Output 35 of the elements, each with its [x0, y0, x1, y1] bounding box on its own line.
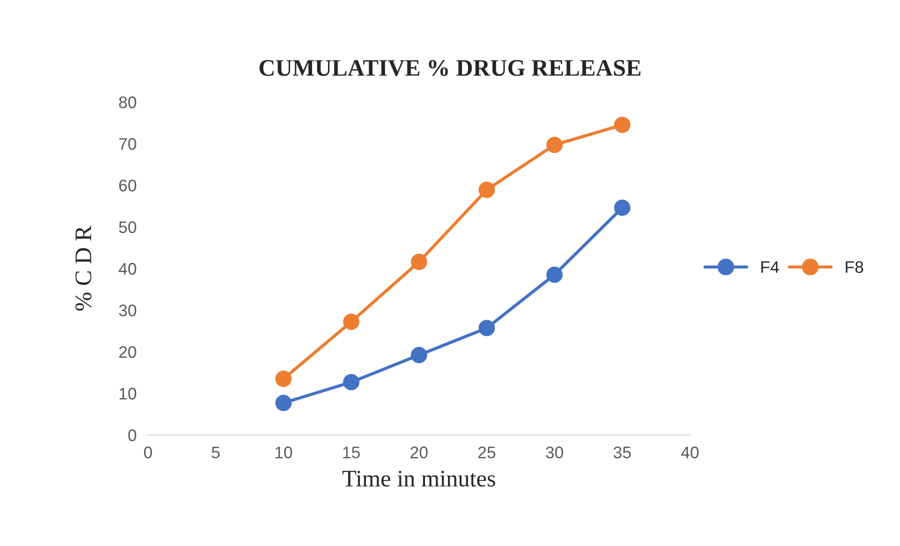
x-tick-label: 10	[276, 446, 292, 458]
y-tick-label: 40	[118, 262, 136, 275]
x-tick-label: 25	[478, 446, 496, 458]
x-tick-label: 0	[144, 446, 152, 458]
point	[546, 136, 563, 154]
point	[410, 254, 428, 270]
y-tick-label: 30	[118, 304, 136, 316]
x-axis-title: Time in minutes	[342, 470, 496, 487]
x-tick-label: 40	[681, 446, 699, 458]
x-tick-label: 30	[546, 446, 564, 458]
y-axis-title: % C D R	[75, 226, 92, 311]
point	[275, 394, 292, 412]
x-tick-label: 5	[212, 446, 220, 458]
point	[343, 374, 360, 390]
legend-label: F8	[846, 261, 864, 273]
point	[275, 370, 292, 387]
y-tick-label: 20	[119, 346, 136, 358]
point	[410, 346, 428, 364]
x-tick-label: 20	[410, 446, 428, 458]
point	[343, 314, 360, 330]
x-tick-label: 35	[614, 446, 631, 458]
y-tick-label: 70	[119, 138, 136, 150]
point	[478, 320, 495, 336]
point	[478, 182, 495, 198]
point	[546, 266, 563, 283]
y-tick-label: 80	[119, 96, 136, 108]
legend-label: F4	[761, 261, 779, 273]
y-tick-label: 0	[128, 429, 136, 442]
point	[614, 116, 630, 134]
x-tick-label: 15	[343, 446, 360, 458]
point	[614, 200, 630, 216]
chart-title: CUMULATIVE % DRUG RELEASE	[260, 60, 640, 76]
y-tick-label: 10	[120, 388, 136, 400]
y-tick-label: 50	[119, 221, 136, 234]
y-tick-label: 60	[119, 180, 136, 192]
